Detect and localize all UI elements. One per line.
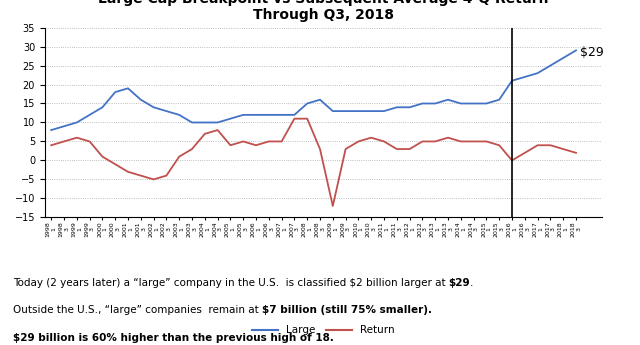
Text: $29 billion is 60% higher than the previous high of 18.: $29 billion is 60% higher than the previ…: [13, 333, 333, 343]
Text: Outside the U.S., “large” companies  remain at: Outside the U.S., “large” companies rema…: [13, 305, 262, 315]
Text: .: .: [470, 278, 474, 288]
Text: $29: $29: [449, 278, 470, 288]
Text: Today (2 years later) a “large” company in the U.S.  is classified $2 billion la: Today (2 years later) a “large” company …: [13, 278, 449, 288]
Text: $7 billion (still 75% smaller).: $7 billion (still 75% smaller).: [262, 305, 432, 315]
Title: Large Cap Breakpoint vs Subsequent Average 4-Q Return
Through Q3, 2018: Large Cap Breakpoint vs Subsequent Avera…: [98, 0, 548, 22]
Legend: Large, Return: Large, Return: [248, 321, 399, 339]
Text: $29: $29: [580, 46, 604, 59]
